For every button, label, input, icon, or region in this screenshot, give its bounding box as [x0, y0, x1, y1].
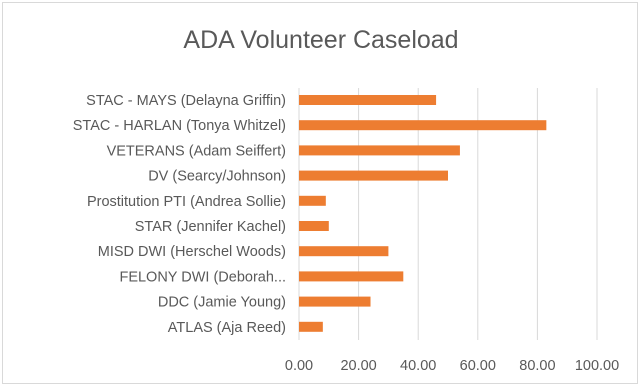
x-tick-label: 0.00: [285, 358, 313, 374]
bar: [299, 296, 371, 307]
bar: [299, 170, 448, 181]
bar: [299, 221, 329, 231]
x-tick-label: 60.00: [460, 358, 496, 374]
bar: [299, 195, 326, 206]
category-label: VETERANS (Adam Seiffert): [107, 143, 286, 159]
category-label: STAC - MAYS (Delayna Griffin): [86, 93, 286, 109]
x-tick-label: 80.00: [519, 358, 555, 374]
category-label: Prostitution PTI (Andrea Sollie): [87, 194, 286, 210]
bar: [299, 120, 547, 131]
bar: [299, 321, 323, 332]
category-label: FELONY DWI (Deborah...: [119, 269, 286, 285]
bar: [299, 145, 460, 156]
category-label: DV (Searcy/Johnson): [148, 169, 286, 185]
x-tick-label: 100.00: [575, 358, 619, 374]
chart-frame: [2, 2, 638, 384]
bar: [299, 95, 437, 105]
x-tick-label: 40.00: [400, 358, 436, 374]
bar: [299, 271, 404, 282]
category-label: DDC (Jamie Young): [158, 295, 286, 311]
category-label: MISD DWI (Herschel Woods): [98, 244, 286, 260]
category-label: ATLAS (Aja Reed): [168, 320, 286, 336]
x-tick-label: 20.00: [340, 358, 376, 374]
category-label: STAC - HARLAN (Tonya Whitzel): [73, 118, 286, 134]
chart-title: ADA Volunteer Caseload: [183, 26, 459, 54]
bar: [299, 246, 389, 257]
category-label: STAR (Jennifer Kachel): [135, 219, 286, 235]
